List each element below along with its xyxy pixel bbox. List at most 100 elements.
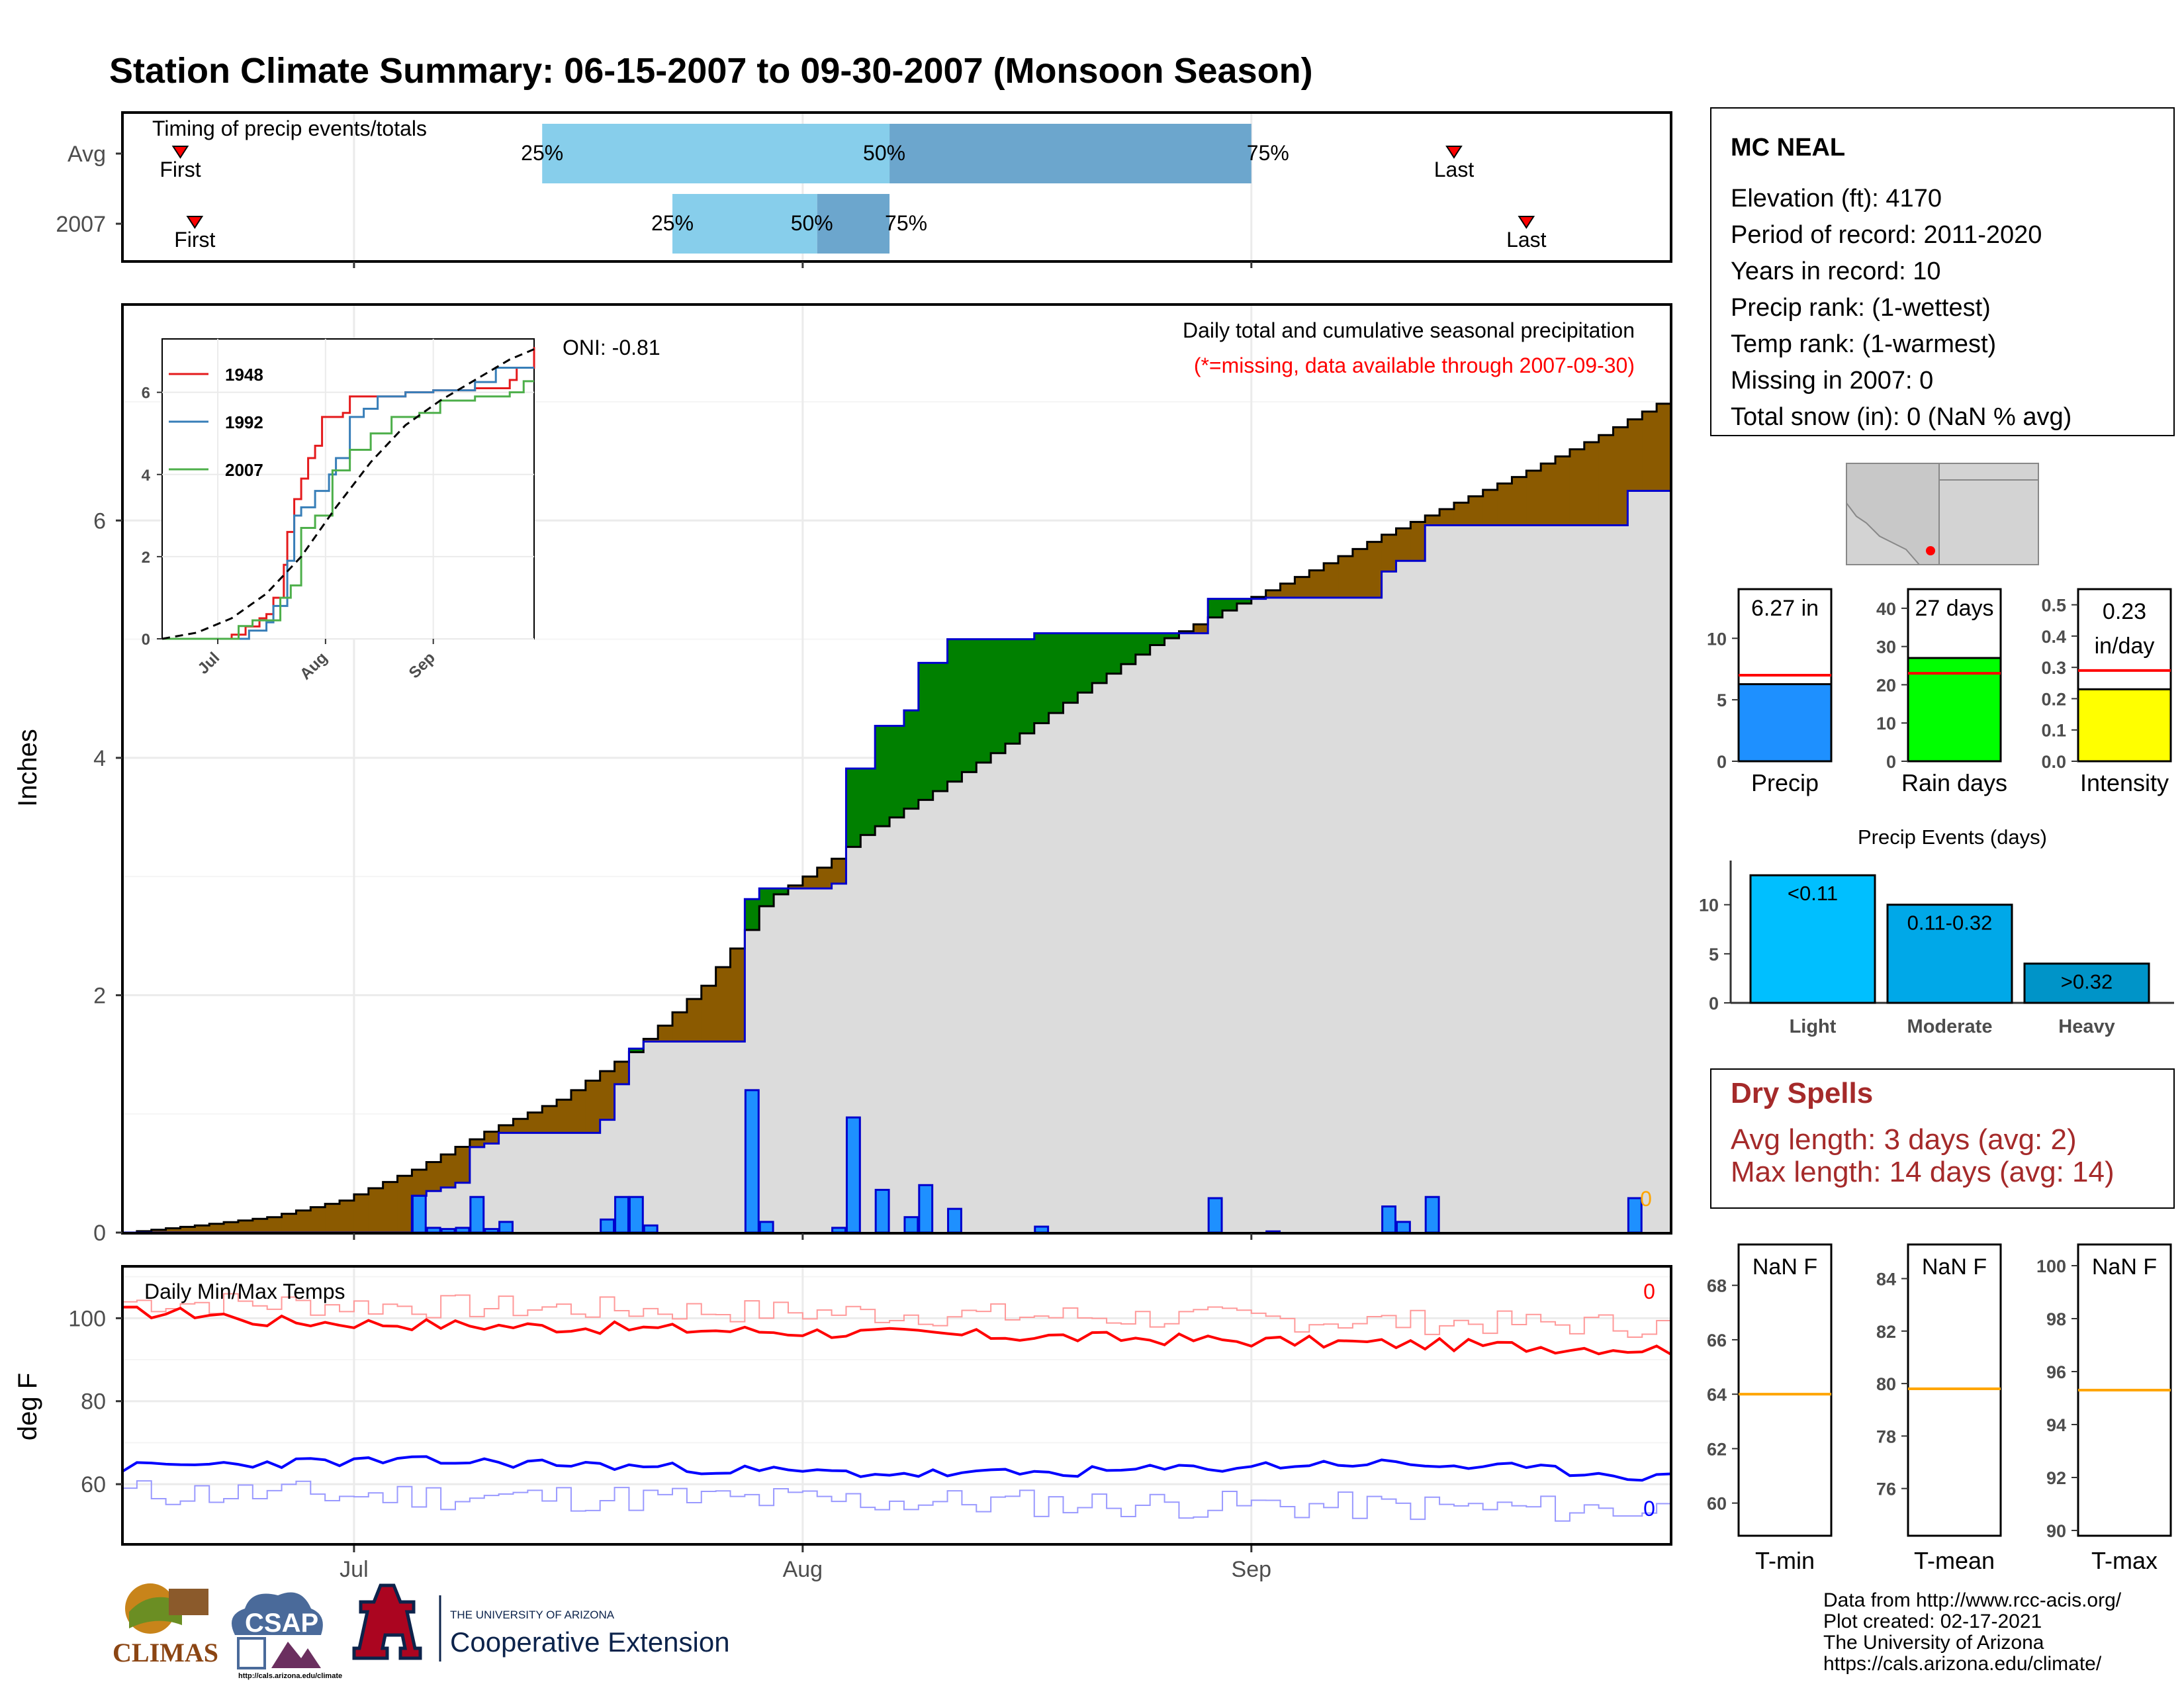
events-y-tick-label: 0: [1709, 994, 1719, 1013]
temp-summary-y-tick-label: 90: [2046, 1521, 2066, 1541]
surplus-segment: [1034, 633, 1050, 724]
summary-bar-value-unit: in/day: [2095, 633, 2155, 659]
temp-summary-value-label: NaN F: [1752, 1254, 1817, 1280]
deficit-segment: [310, 1207, 326, 1233]
climas-logo-text: CLIMAS: [113, 1638, 218, 1667]
timing-50-label: 50%: [863, 141, 905, 165]
summary-bar-y-tick-label: 10: [1876, 714, 1896, 733]
deficit-segment: [730, 948, 745, 1042]
daily-precip-bar: [758, 1221, 774, 1234]
deficit-segment: [788, 885, 803, 889]
credits: Data from http://www.rcc-acis.org/Plot c…: [1823, 1589, 2122, 1675]
daily-precip-bar: [903, 1216, 919, 1234]
timing-row-label: 2007: [56, 212, 106, 237]
deficit-segment: [383, 1182, 398, 1233]
events-y-tick-label: 10: [1699, 896, 1719, 915]
inset-y-tick-label: 6: [142, 385, 150, 402]
deficit-segment: [1642, 411, 1657, 491]
deficit-segment: [1598, 435, 1614, 526]
daily-precip-bar: [1395, 1221, 1411, 1234]
deficit-segment: [614, 1061, 630, 1084]
deficit-segment: [1295, 577, 1310, 598]
surplus-segment: [1063, 633, 1078, 703]
main-y-tick-label: 2: [93, 983, 106, 1008]
temp-summary-name: T-min: [1755, 1547, 1815, 1574]
events-bar-label: >0.32: [2061, 970, 2113, 994]
surplus-segment: [918, 663, 934, 800]
avg-tmax-line: [122, 1293, 1672, 1338]
timing-first-label: First: [174, 228, 215, 252]
temp-y-tick-label: 60: [81, 1472, 106, 1497]
summary-bar-y-tick-label: 5: [1717, 690, 1727, 710]
main-cumulative-areas: [122, 396, 1672, 1234]
observed-cumulative-area: [122, 491, 1671, 1233]
events-bar-moderate: [1886, 904, 2013, 1004]
deficit-segment: [1425, 515, 1440, 526]
surplus-segment: [1164, 633, 1180, 639]
temp-summary-value-label: NaN F: [1922, 1254, 1987, 1280]
inset-line-1992: [162, 366, 534, 640]
temp-summary-name: T-max: [2091, 1547, 2158, 1574]
temp-summary-value-label: NaN F: [2092, 1254, 2157, 1280]
deficit-segment: [817, 867, 833, 889]
timing-rows: Avg 25% 50% 75% First Last 2007 25% 50% 75% First L…: [56, 124, 1547, 268]
inset-y-tick-label: 0: [142, 631, 150, 649]
credit-line: The University of Arizona: [1823, 1632, 2044, 1654]
surplus-segment: [745, 899, 760, 930]
temp-y-tick-label: 100: [68, 1306, 106, 1331]
summary-bar-precip: [1737, 683, 1833, 763]
deficit-segment: [1569, 449, 1585, 526]
temp-x-tick-label: Jul: [340, 1557, 368, 1582]
deficit-segment: [513, 1119, 528, 1133]
timing-last-label: Last: [1434, 158, 1475, 181]
temperature-panel: Daily Min/Max Temps 0 0 60 80 100 Jul Aug Se…: [13, 1265, 1672, 1582]
daily-precip-bar: [1381, 1205, 1396, 1234]
station-location-marker: [1926, 546, 1935, 555]
station-detail-line: Period of record: 2011-2020: [1731, 221, 2042, 249]
inset-legend-label: 2007: [225, 460, 263, 480]
daily-precip-bar: [874, 1188, 890, 1234]
deficit-segment: [1381, 534, 1397, 572]
deficit-segment: [484, 1131, 500, 1144]
deficit-segment: [643, 1039, 659, 1042]
deficit-segment: [831, 859, 847, 884]
deficit-segment: [180, 1227, 195, 1233]
temp-summary-y-tick-label: 84: [1876, 1270, 1896, 1289]
csap-cloud-icon: [232, 1592, 323, 1635]
surplus-segment: [1092, 633, 1107, 683]
summary-bar-y-tick-label: 0.0: [2041, 752, 2066, 772]
temp-y-axis-label: deg F: [13, 1373, 42, 1440]
inset-series: [161, 347, 535, 640]
daily-precip-bar: [1424, 1196, 1440, 1234]
ua-big-text: Cooperative Extension: [450, 1626, 730, 1658]
inset-average-line: [161, 348, 535, 640]
daily-precip-bar: [1207, 1197, 1223, 1234]
temp-summary-y-tick-label: 76: [1876, 1479, 1896, 1499]
deficit-segment: [1309, 570, 1324, 598]
daily-precip-bar: [947, 1207, 962, 1234]
timing-bar-25-50: [542, 124, 890, 183]
inset-line-2007: [162, 380, 534, 640]
timing-first-marker-icon: [171, 146, 189, 159]
daily-precip-bar: [600, 1218, 615, 1234]
timing-bar-25-50: [672, 194, 817, 254]
summary-bar-name: Precip: [1751, 769, 1819, 796]
temp-summary-y-tick-label: 62: [1707, 1439, 1727, 1459]
surplus-segment: [1005, 639, 1021, 744]
deficit-segment: [1193, 624, 1208, 633]
climas-box-icon: [169, 1589, 208, 1615]
temp-y-tick-label: 80: [81, 1389, 106, 1415]
main-y-tick-label: 4: [93, 746, 106, 771]
surplus-segment: [875, 726, 890, 827]
station-name: MC NEAL: [1731, 134, 1845, 162]
temp-x-tick-label: Sep: [1232, 1557, 1272, 1582]
main-missing-note: (*=missing, data available through 2007-…: [1194, 353, 1635, 377]
logos-strip: CLIMAS CSAP http://cals.arizona.edu/clim…: [109, 1575, 745, 1681]
summary-bar-y-tick-label: 0.4: [2041, 627, 2066, 647]
deficit-segment: [1338, 556, 1353, 598]
surplus-segment: [1208, 598, 1223, 618]
events-title: Precip Events (days): [1858, 825, 2047, 849]
daily-precip-bar: [831, 1227, 846, 1234]
main-panel-frame: [121, 303, 1672, 1235]
